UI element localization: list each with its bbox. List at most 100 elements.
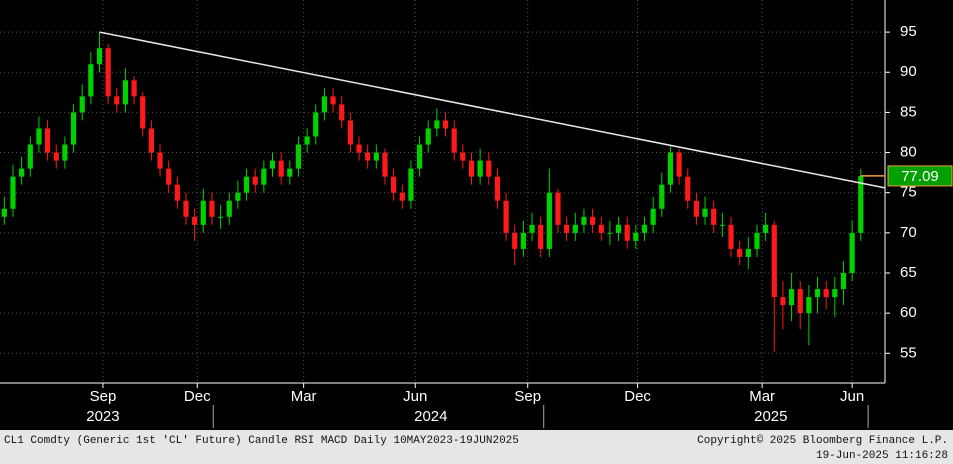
- candle-body: [140, 96, 146, 129]
- candle-body: [131, 80, 137, 97]
- y-tick-label: 95: [900, 23, 917, 40]
- candle-body: [832, 289, 838, 298]
- candle-body: [356, 144, 362, 153]
- candle-body: [122, 80, 129, 105]
- candle-body: [788, 289, 795, 306]
- candle-body: [849, 232, 855, 273]
- candle-body: [763, 224, 769, 233]
- candle-body: [200, 200, 206, 225]
- year-label: 2025: [754, 408, 787, 425]
- candle-body: [451, 128, 457, 153]
- candle-body: [702, 208, 708, 217]
- x-tick-label: Dec: [184, 388, 211, 405]
- candle-body: [434, 120, 440, 129]
- candle-body: [615, 224, 622, 233]
- candle-body: [27, 144, 33, 169]
- timestamp: 19-Jun-2025 11:16:28: [816, 450, 948, 462]
- candle-body: [667, 152, 674, 185]
- candle-body: [347, 120, 353, 145]
- candle-body: [555, 192, 561, 225]
- candle-body: [157, 152, 163, 169]
- candle-body: [711, 208, 717, 225]
- y-tick-label: 75: [900, 184, 917, 201]
- candle-body: [503, 200, 509, 233]
- candle-body: [624, 224, 630, 241]
- candle-body: [70, 112, 77, 145]
- y-tick-label: 85: [900, 103, 917, 120]
- candle-body: [858, 175, 864, 233]
- candle-body: [278, 160, 284, 177]
- candle-body: [460, 152, 466, 161]
- candle-body: [382, 152, 388, 177]
- candle-body: [564, 224, 570, 233]
- candle-body: [650, 208, 656, 225]
- candle-body: [96, 48, 103, 65]
- candle-body: [486, 160, 492, 177]
- candle-body: [520, 232, 526, 249]
- candle-body: [304, 136, 310, 145]
- candle-body: [192, 216, 198, 225]
- candle-body: [814, 289, 821, 298]
- candle-body: [693, 200, 700, 217]
- candle-body: [425, 128, 431, 145]
- candle-body: [235, 192, 241, 201]
- y-tick-label: 55: [900, 344, 917, 361]
- candle-body: [797, 289, 803, 314]
- candle-body: [494, 176, 501, 201]
- last-price-label: 77.09: [901, 168, 939, 185]
- candle-body: [88, 64, 94, 97]
- candle-body: [339, 104, 345, 121]
- y-tick-label: 70: [900, 224, 917, 241]
- candle-body: [590, 216, 596, 225]
- footer-left: CL1 Comdty (Generic 1st 'CL' Future) Can…: [4, 435, 519, 447]
- candle-body: [408, 168, 414, 201]
- candle-body: [148, 128, 154, 153]
- y-tick-label: 90: [900, 63, 917, 80]
- candle-body: [174, 184, 180, 201]
- candle-body: [62, 144, 68, 161]
- candle-body: [598, 224, 604, 233]
- candle-body: [754, 232, 760, 249]
- candle-body: [183, 200, 189, 217]
- candle-body: [737, 248, 743, 257]
- candle-body: [1, 208, 7, 217]
- candle-body: [226, 200, 232, 217]
- candle-body: [719, 224, 725, 226]
- candle-body: [295, 144, 302, 169]
- x-tick-label: Jun: [403, 388, 427, 405]
- x-tick-label: Mar: [749, 388, 775, 405]
- trend-line: [99, 31, 886, 189]
- candle-body: [728, 224, 734, 249]
- candle-body: [529, 224, 535, 233]
- candle-body: [771, 224, 777, 298]
- candle-body: [44, 128, 51, 153]
- year-label: 2024: [414, 408, 447, 425]
- candle-body: [252, 176, 258, 185]
- x-tick-label: Dec: [624, 388, 651, 405]
- candle-body: [581, 216, 587, 225]
- candle-body: [330, 96, 336, 105]
- candle-body: [105, 48, 111, 97]
- x-tick-label: Jun: [840, 388, 864, 405]
- background: [0, 0, 953, 430]
- candle-body: [572, 224, 578, 233]
- candle-body: [546, 192, 552, 249]
- footer-band: [0, 430, 953, 464]
- y-tick-label: 65: [900, 264, 917, 281]
- candle-body: [641, 224, 648, 233]
- candle-body: [287, 168, 293, 177]
- candle-body: [685, 176, 691, 201]
- candle-body: [79, 96, 85, 113]
- candle-body: [780, 297, 786, 306]
- candle-body: [607, 232, 613, 234]
- candle-body: [416, 144, 423, 169]
- candle-body: [269, 160, 276, 169]
- last-price-box: [887, 165, 953, 187]
- candle-body: [399, 192, 405, 201]
- candle-body: [538, 224, 544, 249]
- candle-body: [468, 160, 475, 177]
- footer-right: Copyright© 2025 Bloomberg Finance L.P.: [697, 435, 948, 447]
- candle-body: [806, 297, 812, 314]
